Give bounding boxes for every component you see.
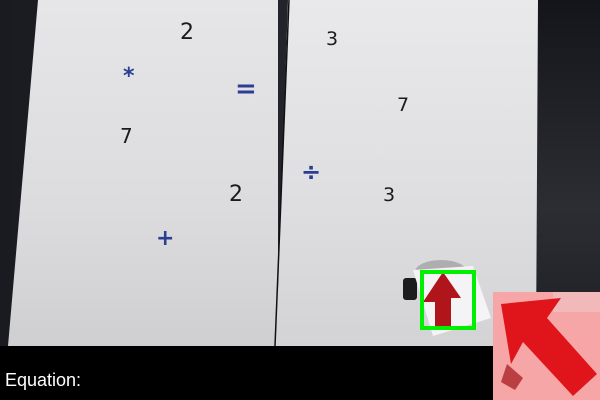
symbol-divide: ÷ (301, 158, 322, 186)
board-divider-line (274, 0, 290, 346)
symbol-digit: 7 (120, 124, 133, 148)
up-left-arrow-icon (493, 292, 600, 400)
detection-box (420, 270, 476, 330)
symbol-multiply: * (123, 64, 135, 89)
symbol-equals: = (235, 74, 257, 104)
symbol-plus: + (156, 226, 175, 251)
symbol-digit: 3 (326, 28, 339, 50)
symbol-digit: 7 (397, 94, 410, 116)
symbol-digit: 2 (229, 182, 243, 207)
symbol-digit: 3 (383, 184, 396, 206)
symbol-digit: 2 (180, 20, 194, 45)
background-wall (535, 0, 600, 346)
whiteboard-left (8, 0, 278, 346)
zoom-preview (493, 292, 600, 400)
robot-arrow-marker (403, 260, 491, 336)
equation-label: Equation: (5, 370, 82, 390)
camera-view: 2 * 7 2 + 3 = 7 ÷ 3 (0, 0, 600, 346)
